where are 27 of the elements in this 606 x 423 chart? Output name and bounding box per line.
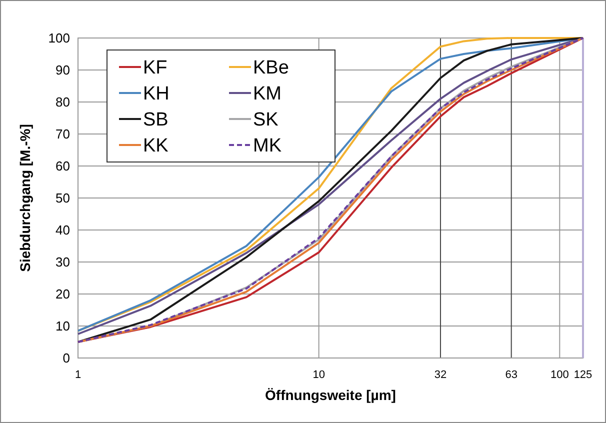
legend-label: MK <box>253 136 282 157</box>
legend-label: KF <box>143 58 168 79</box>
legend-label: SK <box>253 110 279 131</box>
legend-label: KM <box>253 84 282 105</box>
y-tick-label: 0 <box>62 350 70 366</box>
x-tick-label: 125 <box>574 369 592 381</box>
legend-label: KBe <box>253 58 289 79</box>
x-tick-label: 32 <box>434 369 447 381</box>
legend-label: KK <box>143 136 169 157</box>
y-axis-title: Siebdurchgang [M.-%] <box>17 124 33 272</box>
y-tick-label: 70 <box>56 126 70 142</box>
y-tick-label: 20 <box>56 286 70 302</box>
x-tick-label: 63 <box>505 369 518 381</box>
legend-label: SB <box>143 110 168 131</box>
y-tick-label: 50 <box>56 190 70 206</box>
y-tick-label: 60 <box>56 158 70 174</box>
legend-label: KH <box>143 84 170 105</box>
y-tick-label: 30 <box>56 254 70 270</box>
y-tick-label: 100 <box>48 30 70 46</box>
x-tick-label: 10 <box>312 369 325 381</box>
x-tick-label: 1 <box>74 369 82 381</box>
y-tick-label: 10 <box>56 318 70 334</box>
y-tick-label: 80 <box>56 94 70 110</box>
y-tick-label: 40 <box>56 222 70 238</box>
x-tick-label: 100 <box>550 369 569 381</box>
y-tick-label: 90 <box>56 62 70 78</box>
x-axis-title: Öffnungsweite [µm] <box>265 387 396 403</box>
